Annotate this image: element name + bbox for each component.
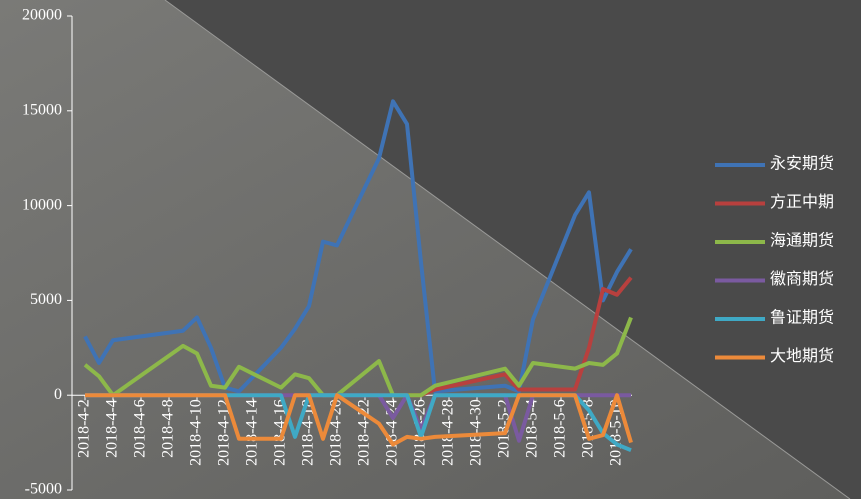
background-shade: [165, 0, 861, 499]
x-tick-label: 2018-4-8: [160, 399, 177, 458]
legend-label: 海通期货: [770, 232, 834, 250]
y-tick-label: 0: [54, 386, 62, 403]
x-tick-label: 2018-4-28: [440, 399, 457, 466]
series-line: [83, 99, 633, 394]
x-tick-label: 2018-5-10: [608, 399, 625, 466]
series-line: [85, 393, 633, 447]
x-tick-label: 2018-5-2: [496, 399, 513, 458]
y-tick-label: -5000: [25, 481, 62, 498]
y-tick-label: 15000: [22, 101, 62, 118]
series-line: [83, 316, 633, 398]
x-tick-label: 2018-4-16: [272, 399, 289, 466]
x-tick-label: 2018-4-4: [104, 399, 121, 458]
x-tick-label: 2018-4-2: [76, 399, 93, 458]
legend-label: 大地期货: [770, 347, 834, 365]
y-tick-label: 5000: [30, 291, 62, 308]
diagonal: [164, 0, 851, 500]
x-tick-label: 2018-5-4: [524, 399, 541, 458]
x-tick-label: 2018-4-10: [188, 399, 205, 466]
x-tick-label: 2018-4-20: [328, 399, 345, 466]
x-tick-label: 2018-4-14: [244, 399, 261, 466]
legend-label: 永安期货: [770, 155, 834, 173]
legend-label: 鲁证期货: [770, 309, 834, 327]
x-tick-label: 2018-5-6: [552, 399, 569, 458]
x-tick-label: 2018-4-6: [132, 399, 149, 458]
x-tick-label: 2018-4-12: [216, 399, 233, 466]
legend-label: 方正中期: [770, 193, 834, 211]
y-tick-label: 20000: [22, 7, 62, 24]
x-tick-label: 2018-4-30: [468, 399, 485, 466]
y-tick-label: 10000: [22, 196, 62, 213]
legend-label: 徽商期货: [770, 270, 834, 288]
